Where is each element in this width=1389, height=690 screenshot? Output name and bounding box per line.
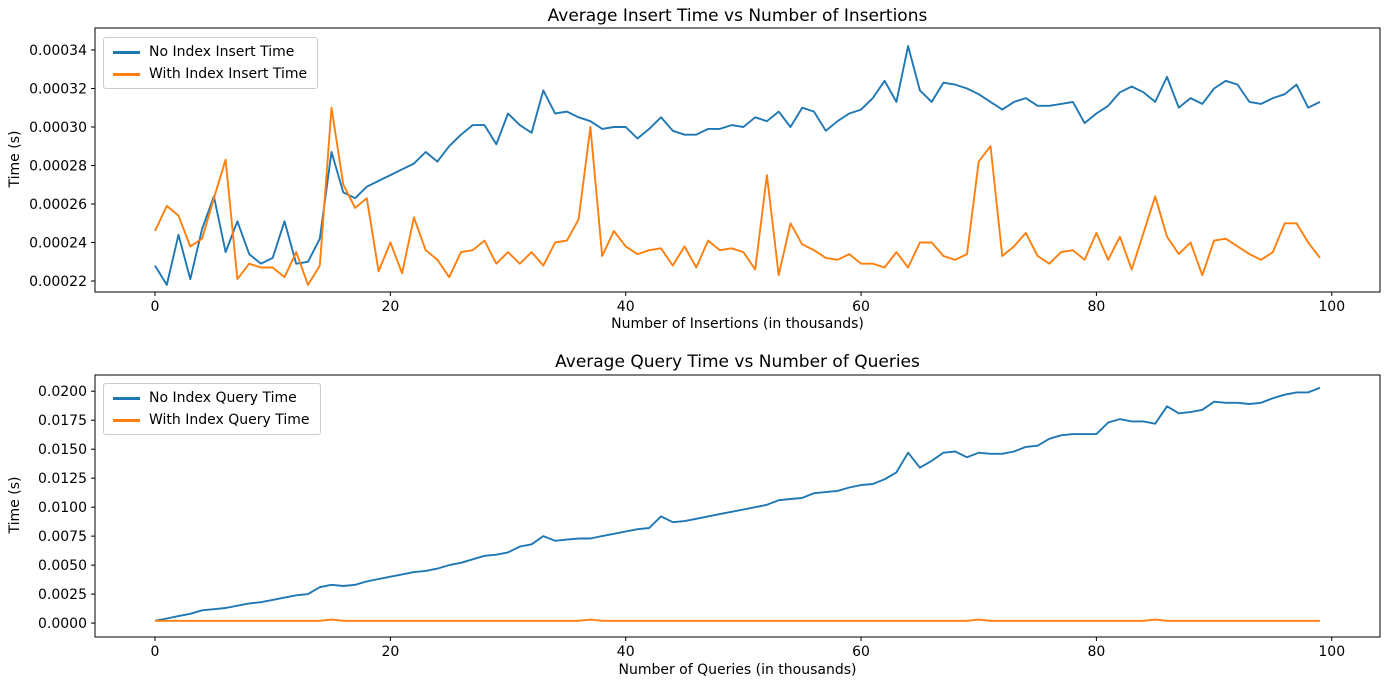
bottom-x-axis-label: Number of Queries (in thousands) <box>618 662 857 678</box>
y-tick-label: 0.0100 <box>38 500 87 516</box>
x-tick-label: 100 <box>1318 644 1345 660</box>
bottom-y-axis-label: Time (s) <box>7 476 23 534</box>
x-tick-label: 80 <box>1087 644 1105 660</box>
legend-label: No Index Insert Time <box>149 44 295 60</box>
y-tick-label: 0.0175 <box>38 413 87 429</box>
bottom-chart-title: Average Query Time vs Number of Queries <box>555 352 920 372</box>
y-tick-label: 0.00030 <box>29 120 87 136</box>
orange-line-swatch-icon <box>113 418 140 422</box>
y-tick-label: 0.00032 <box>29 81 87 97</box>
y-tick-label: 0.00024 <box>29 236 87 252</box>
legend-item: With Index Insert Time <box>113 66 307 82</box>
top-y-axis-label: Time (s) <box>7 130 23 188</box>
y-tick-label: 0.0025 <box>38 587 87 603</box>
x-tick-label: 100 <box>1318 299 1345 315</box>
y-tick-label: 0.00022 <box>29 274 87 290</box>
x-tick-label: 20 <box>381 644 399 660</box>
series-line-with-index-query-time <box>155 618 1320 622</box>
legend-item: With Index Query Time <box>113 412 310 428</box>
x-tick-label: 20 <box>381 299 399 315</box>
y-tick-label: 0.0000 <box>38 616 87 632</box>
top-x-axis-label: Number of Insertions (in thousands) <box>611 316 864 332</box>
x-tick-label: 0 <box>151 299 160 315</box>
y-tick-label: 0.00034 <box>29 43 87 59</box>
axes-spines <box>94 27 1381 293</box>
y-tick-label: 0.0200 <box>38 384 87 400</box>
legend-label: With Index Insert Time <box>149 66 308 82</box>
top-legend: No Index Insert Time With Index Insert T… <box>103 37 319 89</box>
legend-item: No Index Insert Time <box>113 44 307 60</box>
y-tick-label: 0.00026 <box>29 197 87 213</box>
top-chart-title: Average Insert Time vs Number of Inserti… <box>547 6 928 26</box>
x-tick-label: 60 <box>852 644 870 660</box>
legend-label: With Index Query Time <box>149 412 310 428</box>
bottom-legend: No Index Query Time With Index Query Tim… <box>103 383 321 435</box>
y-tick-label: 0.0125 <box>38 471 87 487</box>
legend-label: No Index Query Time <box>149 390 297 406</box>
y-tick-label: 0.0150 <box>38 442 87 458</box>
y-tick-label: 0.00028 <box>29 158 87 174</box>
y-tick-label: 0.0050 <box>38 558 87 574</box>
x-tick-label: 40 <box>617 299 635 315</box>
orange-line-swatch-icon <box>113 72 140 76</box>
blue-line-swatch-icon <box>113 50 140 54</box>
y-tick-label: 0.0075 <box>38 529 87 545</box>
x-tick-label: 0 <box>151 644 160 660</box>
series-line-with-index-insert-time <box>154 106 1321 286</box>
x-tick-label: 60 <box>852 299 870 315</box>
x-tick-label: 80 <box>1087 299 1105 315</box>
axes-spines <box>94 374 1381 638</box>
series-line-no-index-insert-time <box>154 45 1321 286</box>
series-line-no-index-query-time <box>154 386 1321 622</box>
blue-line-swatch-icon <box>113 396 140 400</box>
x-tick-label: 40 <box>617 644 635 660</box>
legend-item: No Index Query Time <box>113 390 310 406</box>
